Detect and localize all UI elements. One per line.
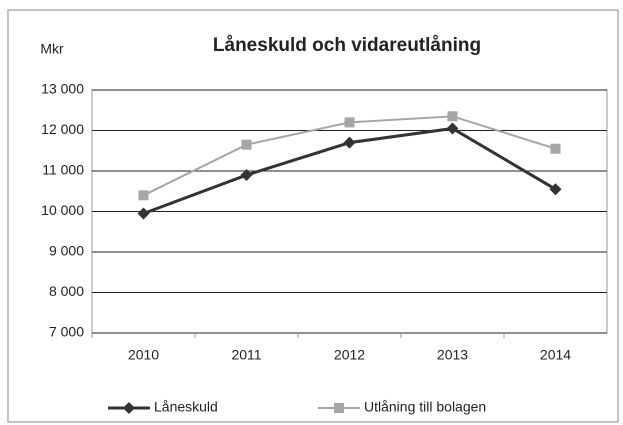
- x-tick-label: 2010: [128, 347, 159, 363]
- x-tick-label: 2011: [231, 347, 261, 363]
- x-tick-label: 2013: [437, 347, 468, 363]
- legend-marker: [123, 402, 135, 414]
- y-tick-label: 8 000: [49, 283, 84, 299]
- y-tick-label: 7 000: [49, 324, 84, 340]
- data-point: [344, 117, 355, 128]
- y-tick-label: 11 000: [42, 162, 84, 178]
- chart-title: Låneskuld och vidareutlåning: [213, 35, 481, 56]
- data-point: [447, 111, 458, 122]
- x-tick-label: 2014: [540, 347, 571, 363]
- legend-label: Utlåning till bolagen: [364, 399, 486, 415]
- data-point: [549, 183, 562, 196]
- data-point: [241, 139, 252, 150]
- data-point: [343, 136, 356, 149]
- legend-label: Låneskuld: [154, 399, 218, 415]
- y-axis-label: Mkr: [40, 41, 64, 57]
- data-point: [550, 143, 561, 154]
- y-tick-label: 13 000: [41, 81, 84, 97]
- data-point: [137, 207, 150, 220]
- y-tick-label: 9 000: [49, 243, 84, 259]
- legend-marker: [334, 403, 344, 413]
- data-point: [138, 190, 149, 201]
- y-tick-label: 10 000: [41, 202, 84, 218]
- data-point: [240, 169, 253, 182]
- data-point: [446, 122, 459, 135]
- x-tick-label: 2012: [334, 347, 365, 363]
- y-tick-label: 12 000: [41, 121, 84, 137]
